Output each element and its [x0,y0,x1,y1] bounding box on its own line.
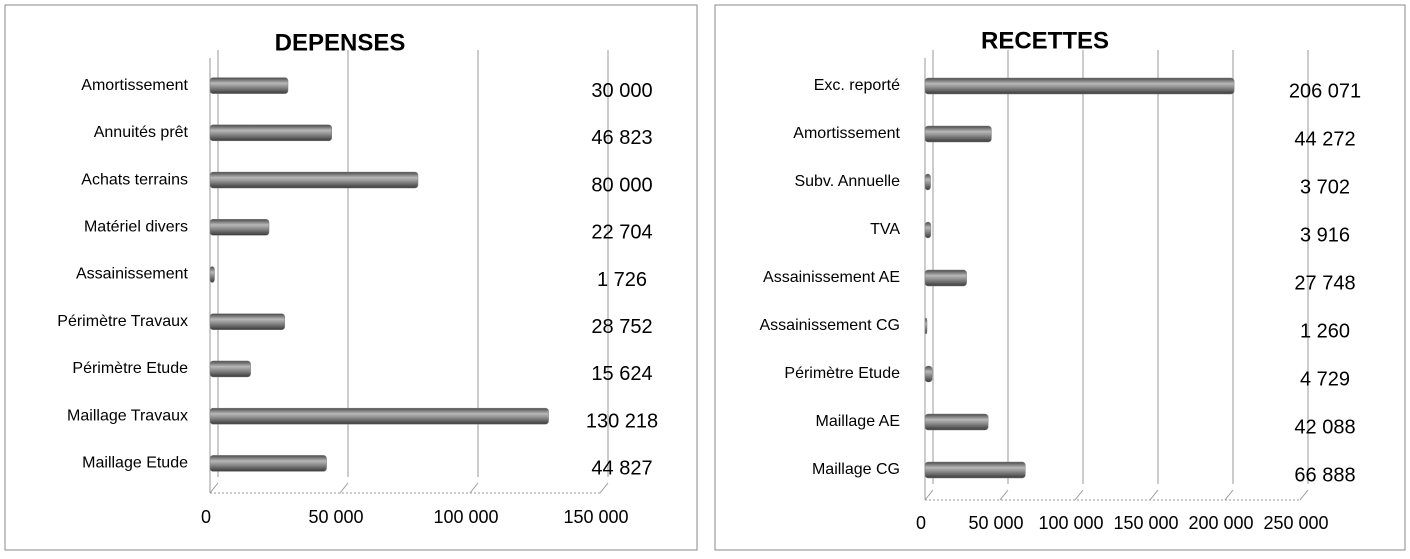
y-tick-label: Subv. Annuelle [794,173,900,190]
x-tick-label: 0 [201,507,211,527]
bar [924,77,1235,95]
value-label: 28 752 [591,316,652,338]
value-label: 206 071 [1289,80,1361,102]
value-label: 80 000 [591,174,652,196]
tick-mark [469,482,479,494]
bar [209,313,286,330]
y-tick-label: Matériel divers [84,218,188,235]
y-tick-label: Maillage Travaux [67,407,188,424]
y-tick-label: Maillage AE [816,413,901,430]
bar [924,125,992,143]
y-tick-label: Assainissement [76,266,189,283]
y-tick-label: Assainissement AE [763,269,900,286]
value-label: 15 624 [591,363,652,385]
bar [209,266,215,283]
bar [924,365,933,383]
tick-mark [1224,489,1234,501]
y-tick-label: Périmètre Travaux [57,313,188,330]
value-label: 1 260 [1300,320,1350,342]
y-tick-label: Périmètre Etude [72,360,188,377]
x-tick-label: 250 000 [1263,513,1328,533]
bar [924,413,989,431]
value-label: 30 000 [591,80,652,102]
value-label: 3 916 [1300,224,1350,246]
x-tick-label: 100 000 [433,507,498,527]
value-label: 66 888 [1294,464,1355,486]
tick-mark [924,489,934,501]
panel-border [714,4,1406,551]
x-tick-label: 50 000 [968,513,1023,533]
tick-mark [1074,489,1084,501]
tick-mark [999,489,1009,501]
y-tick-label: TVA [870,221,900,238]
bar [209,77,289,94]
value-label: 22 704 [591,222,652,244]
y-tick-label: Achats terrains [81,171,188,188]
tick-mark [1299,489,1309,501]
bar [209,171,419,189]
bar [924,461,1026,479]
value-label: 42 088 [1294,416,1355,438]
bar [209,407,549,425]
bar [924,221,932,239]
y-tick-label: Maillage Etude [82,455,188,472]
value-label: 3 702 [1300,176,1350,198]
x-tick-label: 200 000 [1188,513,1253,533]
bar [209,124,332,142]
value-label: 46 823 [591,127,652,149]
tick-mark [339,482,349,494]
bar [209,219,270,236]
value-label: 44 827 [591,458,652,480]
bar [209,455,327,472]
value-label: 1 726 [597,269,647,291]
x-tick-label: 0 [916,513,926,533]
x-tick-label: 150 000 [1113,513,1178,533]
value-label: 4 729 [1300,368,1350,390]
value-label: 130 218 [586,410,658,432]
x-tick-label: 50 000 [308,507,363,527]
y-tick-label: Amortissement [793,125,900,142]
value-label: 27 748 [1294,272,1355,294]
y-tick-label: Amortissement [81,77,188,94]
y-tick-label: Exc. reporté [814,77,900,94]
x-tick-label: 150 000 [563,507,628,527]
value-label: 44 272 [1294,128,1355,150]
x-tick-label: 100 000 [1038,513,1103,533]
y-tick-label: Annuités prêt [94,124,189,141]
chart-title: RECETTES [981,27,1109,54]
panel-border [4,4,698,551]
chart-title: DEPENSES [275,29,406,56]
tick-mark [209,482,219,494]
bar [924,269,967,287]
tick-mark [599,482,609,494]
y-tick-label: Périmètre Etude [784,365,900,382]
bar [209,360,251,378]
y-tick-label: Maillage CG [812,461,900,478]
bar [924,317,928,335]
y-tick-label: Assainissement CG [760,317,901,334]
bar [924,173,931,191]
tick-mark [1149,489,1159,501]
